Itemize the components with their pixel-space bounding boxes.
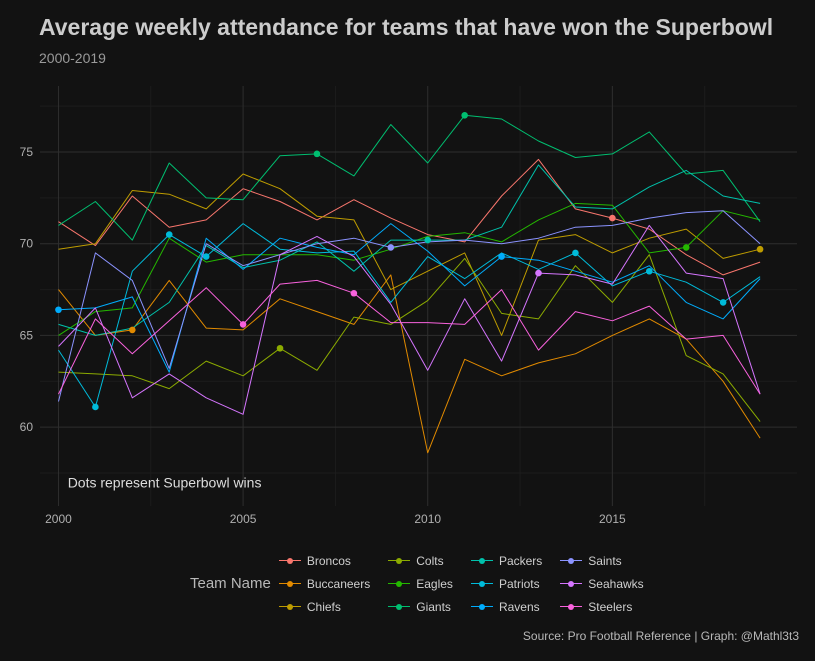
legend-item-packers: Packers [470,549,543,572]
legend-label: Steelers [588,599,633,614]
legend-key-buccaneers [278,578,301,590]
legend-item-broncos: Broncos [278,549,370,572]
legend-item-patriots: Patriots [470,572,542,595]
y-tick-label: 70 [20,237,34,251]
win-dot-patriots-2003 [165,231,173,238]
legend-item-chiefs: Chiefs [278,595,370,618]
win-dot-buccaneers-2002 [129,326,136,334]
legend-key-chiefs [278,601,301,613]
y-tick-label: 75 [20,145,34,159]
chart-subtitle: 2000-2019 [39,50,106,66]
win-dot-ravens-2012 [498,253,505,260]
series-line-patriots [58,223,761,408]
x-axis-ticks: 2000 2005 2010 2015 [45,512,626,526]
legend-key-broncos [278,555,301,567]
win-dot-patriots-2016 [645,267,653,275]
legend-item-giants: Giants [388,595,453,618]
win-dot-steelers-2008 [350,289,358,297]
series-line-giants [58,114,761,241]
win-dot-patriots-2018 [719,299,727,306]
win-dot-eagles-2017 [682,244,690,251]
series-line-saints [58,210,761,402]
series-line-colts [58,254,761,422]
chart-title: Average weekly attendance for teams that… [39,14,774,40]
legend-label: Packers [498,553,543,568]
legend-key-ravens [470,601,493,613]
legend-item-buccaneers: Buccaneers [278,572,371,595]
x-tick-label: 2015 [599,512,626,526]
legend-key-steelers [560,601,583,613]
x-tick-label: 2000 [45,512,72,526]
series-line-chiefs [58,173,761,336]
legend-key-saints [560,555,583,567]
legend-item-seahawks: Seahawks [560,572,644,595]
legend-label: Eagles [416,576,453,591]
y-tick-label: 65 [20,328,34,342]
win-dot-patriots-2004 [202,253,210,260]
win-dot-giants-2011 [461,112,468,119]
win-dot-broncos-2015 [609,214,616,222]
x-tick-label: 2010 [414,512,441,526]
win-dot-packers-2010 [424,236,432,244]
series-lines [58,114,761,454]
legend-key-giants [388,601,411,613]
legend-label: Colts [416,553,444,568]
series-line-steelers [58,279,761,395]
win-dot-giants-2007 [313,150,321,158]
win-dot-chiefs-2019 [756,245,764,253]
legend-item-colts: Colts [388,549,453,572]
win-dot-colts-2006 [276,344,284,352]
series-line-seahawks [58,224,761,415]
series-line-broncos [58,158,761,276]
win-dot-saints-2009 [387,244,395,251]
legend-title: Team Name [190,575,271,592]
win-dot-patriots-2014 [572,249,579,257]
legend: Team Name Broncos Buccaneers Chiefs Colts Ea… [190,549,644,618]
win-dot-steelers-2005 [239,321,247,328]
y-tick-label: 60 [20,420,34,434]
legend-label: Saints [588,553,622,568]
legend-label: Broncos [306,553,351,568]
legend-item-ravens: Ravens [470,595,542,618]
legend-item-saints: Saints [560,549,643,572]
legend-key-seahawks [560,578,583,590]
legend-label: Patriots [498,576,540,591]
legend-key-patriots [470,578,493,590]
win-dots [55,112,764,411]
legend-label: Seahawks [588,576,644,591]
legend-item-eagles: Eagles [388,572,453,595]
legend-key-colts [388,555,411,567]
series-line-buccaneers [58,274,761,454]
annotation-text: Dots represent Superbowl wins [68,475,262,491]
chart-caption: Source: Pro Football Reference | Graph: … [522,629,799,643]
legend-label: Buccaneers [306,576,371,591]
plot-background [40,86,797,506]
legend-key-eagles [388,578,411,590]
x-tick-label: 2005 [230,512,257,526]
y-axis-ticks: 60 65 70 75 [20,145,34,434]
legend-label: Chiefs [306,599,341,614]
series-line-packers [58,164,761,336]
legend-item-steelers: Steelers [560,595,643,618]
win-dot-ravens-2000 [55,306,62,314]
win-dot-seahawks-2013 [535,269,542,277]
series-line-ravens [58,223,761,373]
series-line-eagles [58,202,761,336]
legend-key-packers [470,555,493,567]
legend-label: Giants [416,599,451,614]
legend-label: Ravens [498,599,540,614]
win-dot-patriots-2001 [92,403,99,411]
legend-items: Broncos Buccaneers Chiefs Colts Eagles Giants… [278,549,644,618]
